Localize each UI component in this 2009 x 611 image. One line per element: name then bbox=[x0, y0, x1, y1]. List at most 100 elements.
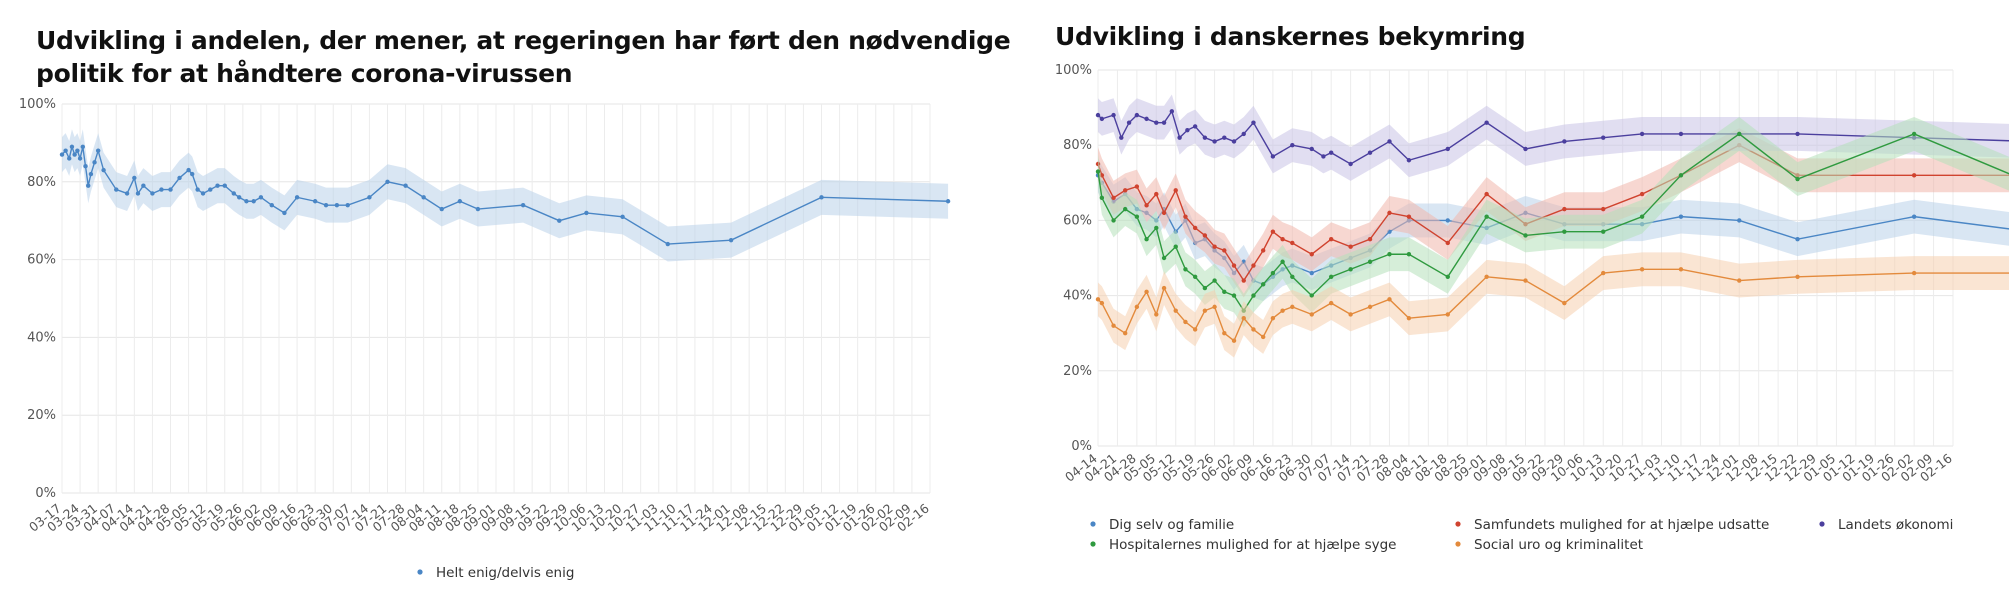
data-point bbox=[1367, 237, 1373, 242]
y-tick-label: 100% bbox=[19, 97, 56, 112]
chart1-title: Udvikling i andelen, der mener, at reger… bbox=[36, 26, 1011, 88]
data-point bbox=[1911, 214, 1917, 219]
data-point bbox=[1111, 195, 1116, 201]
legend-label: Samfundets mulighed for at hjælpe udsatt… bbox=[1474, 517, 1769, 533]
data-point bbox=[1328, 274, 1334, 279]
data-point bbox=[1231, 293, 1237, 298]
data-point bbox=[1144, 289, 1149, 295]
data-point bbox=[231, 191, 236, 196]
data-point bbox=[945, 199, 951, 204]
data-point bbox=[186, 167, 191, 173]
data-point bbox=[1212, 304, 1217, 310]
data-point bbox=[168, 187, 173, 192]
data-point bbox=[1202, 233, 1208, 238]
y-tick-label: 40% bbox=[27, 330, 56, 345]
data-point bbox=[135, 191, 141, 196]
confidence-band bbox=[1098, 94, 2009, 181]
data-point bbox=[1134, 304, 1140, 310]
data-point bbox=[1795, 131, 1800, 137]
data-point bbox=[1212, 278, 1217, 283]
data-point bbox=[1406, 158, 1412, 163]
data-point bbox=[475, 206, 481, 212]
data-point bbox=[1328, 237, 1334, 242]
data-point bbox=[195, 187, 200, 192]
data-point bbox=[1639, 131, 1645, 137]
data-point bbox=[665, 241, 670, 247]
data-point bbox=[620, 214, 625, 220]
confidence-band bbox=[1098, 252, 2009, 358]
data-point bbox=[1231, 139, 1237, 144]
data-point bbox=[1183, 214, 1188, 219]
y-tick-label: 0% bbox=[35, 486, 56, 501]
data-point bbox=[1241, 278, 1246, 283]
data-point bbox=[222, 183, 227, 188]
data-point bbox=[1251, 327, 1256, 332]
data-point bbox=[1406, 252, 1412, 257]
data-point bbox=[1445, 240, 1450, 246]
data-point bbox=[1123, 206, 1128, 212]
data-point bbox=[1737, 218, 1742, 223]
data-point bbox=[1111, 218, 1116, 223]
data-point bbox=[1601, 270, 1606, 276]
series-line bbox=[1097, 144, 2009, 282]
data-point bbox=[1367, 304, 1373, 310]
data-point bbox=[439, 206, 444, 212]
data-point bbox=[1328, 150, 1334, 155]
data-point bbox=[1445, 218, 1450, 223]
data-point bbox=[1562, 139, 1567, 144]
data-point bbox=[557, 218, 562, 223]
data-point bbox=[1911, 173, 1917, 178]
data-point bbox=[403, 183, 408, 188]
data-point bbox=[1406, 214, 1412, 219]
data-point bbox=[1144, 203, 1149, 208]
y-tick-label: 60% bbox=[1063, 213, 1092, 228]
series-line bbox=[1097, 268, 2009, 342]
data-point bbox=[1367, 259, 1373, 264]
data-point bbox=[1111, 112, 1116, 118]
data-point bbox=[215, 183, 220, 188]
data-point bbox=[190, 171, 195, 177]
data-point bbox=[1231, 338, 1237, 343]
series-hospitalernes-mulighed-for-at-hj-lpe-syge bbox=[1095, 117, 2009, 328]
data-point bbox=[1290, 304, 1295, 310]
data-point bbox=[1222, 248, 1227, 253]
data-point bbox=[334, 202, 340, 208]
data-point bbox=[88, 171, 94, 177]
data-point bbox=[1678, 173, 1684, 178]
data-point bbox=[1601, 229, 1606, 234]
legend-marker bbox=[1090, 541, 1096, 547]
data-point bbox=[1387, 297, 1392, 302]
data-point bbox=[367, 195, 372, 200]
data-point bbox=[1123, 188, 1128, 193]
data-point bbox=[1523, 146, 1528, 152]
data-point bbox=[150, 191, 155, 196]
data-point bbox=[177, 175, 182, 181]
data-point bbox=[1270, 229, 1276, 234]
data-point bbox=[1328, 300, 1334, 306]
data-point bbox=[1601, 135, 1606, 140]
data-point bbox=[520, 202, 526, 208]
y-tick-label: 20% bbox=[27, 408, 56, 423]
data-point bbox=[1185, 127, 1190, 133]
series-landets-konomi bbox=[1095, 94, 2009, 181]
data-point bbox=[1144, 116, 1149, 122]
data-point bbox=[1321, 154, 1326, 159]
data-point bbox=[282, 210, 287, 216]
data-point bbox=[1202, 308, 1208, 313]
data-point bbox=[1231, 263, 1237, 268]
data-point bbox=[95, 148, 101, 153]
data-point bbox=[244, 199, 249, 204]
data-point bbox=[1251, 263, 1256, 268]
data-point bbox=[1183, 319, 1188, 325]
data-point bbox=[1222, 289, 1227, 295]
data-point bbox=[67, 156, 72, 161]
data-point bbox=[1348, 312, 1353, 317]
data-point bbox=[1212, 244, 1217, 249]
data-point bbox=[1212, 139, 1217, 144]
data-point bbox=[1795, 176, 1800, 182]
data-point bbox=[1601, 206, 1606, 212]
data-point bbox=[1241, 131, 1246, 137]
y-tick-label: 20% bbox=[1063, 364, 1092, 379]
data-point bbox=[1161, 255, 1167, 261]
data-point bbox=[1367, 150, 1373, 155]
